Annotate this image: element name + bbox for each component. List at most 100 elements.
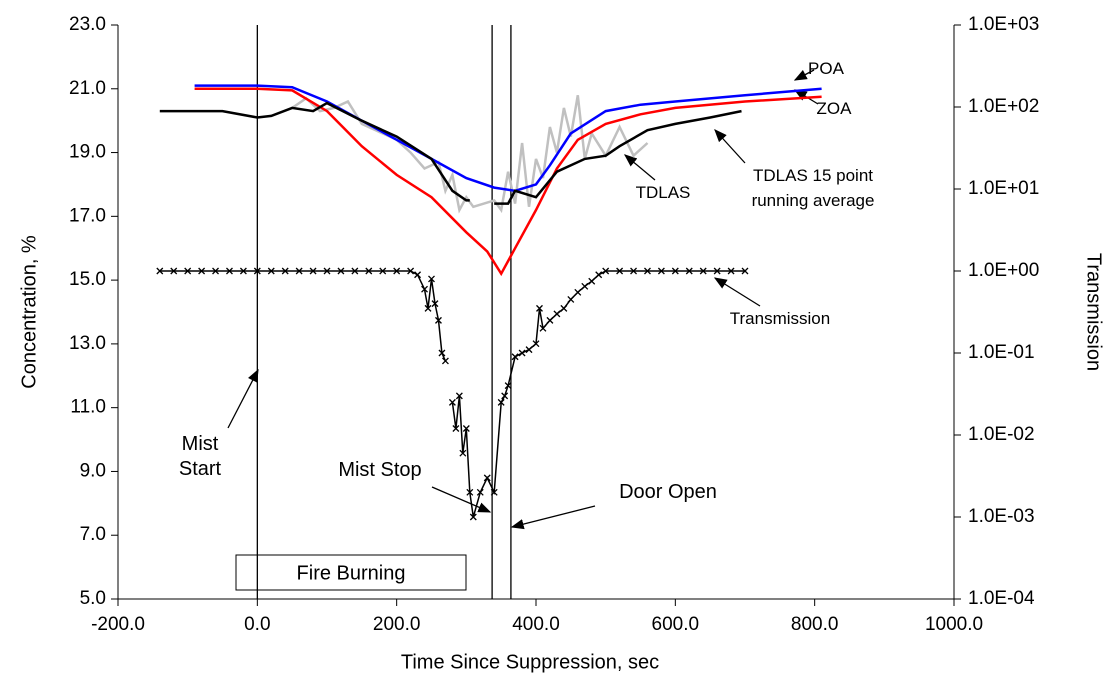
point-marker: [671, 267, 679, 275]
point-marker: [452, 425, 460, 432]
legend-label: TDLAS 15 point running average: [751, 166, 875, 210]
y-tick-label: 9.0: [80, 460, 106, 481]
point-marker: [156, 267, 164, 275]
point-marker: [518, 349, 526, 357]
point-marker: [644, 267, 651, 275]
y-tick-label: 13.0: [69, 333, 106, 354]
legend-label: TDLAS: [635, 183, 691, 202]
y2-tick-label: 1.0E-03: [968, 506, 1035, 527]
point-marker: [435, 316, 442, 324]
point-marker: [504, 382, 512, 390]
point-marker: [588, 277, 596, 285]
point-marker: [226, 267, 233, 275]
point-marker: [323, 267, 331, 275]
point-marker: [431, 300, 439, 308]
x-tick-label: 1000.0: [925, 614, 983, 635]
point-marker: [469, 513, 477, 521]
y-tick-label: 19.0: [69, 142, 106, 163]
point-marker: [281, 267, 289, 275]
event-label: Mist Start: [178, 433, 222, 480]
y-tick-label: 7.0: [80, 524, 106, 545]
y-tick-label: 11.0: [70, 397, 106, 418]
legend-label: ZOA: [816, 99, 852, 118]
fire-label: Fire Burning: [297, 562, 406, 584]
point-marker: [466, 488, 474, 496]
series-line: [494, 109, 742, 205]
point-marker: [428, 275, 435, 283]
point-marker: [407, 267, 415, 275]
point-marker: [685, 267, 693, 275]
point-marker: [560, 304, 568, 312]
point-marker: [212, 267, 219, 275]
point-marker: [441, 357, 449, 365]
y-tick-label: 17.0: [69, 205, 106, 226]
point-marker: [546, 316, 554, 324]
point-marker: [421, 285, 428, 293]
point-marker: [539, 324, 547, 332]
y2-tick-label: 1.0E-02: [968, 424, 1035, 445]
x-tick-label: 400.0: [512, 614, 560, 635]
point-marker: [438, 349, 446, 357]
point-marker: [525, 346, 533, 354]
x-tick-label: 200.0: [373, 614, 421, 635]
point-marker: [483, 474, 491, 482]
point-marker: [379, 267, 387, 275]
y2-tick-label: 1.0E-04: [968, 588, 1035, 609]
point-marker: [595, 271, 603, 279]
y2-tick-label: 1.0E-01: [968, 342, 1035, 363]
point-marker: [511, 353, 519, 361]
point-marker: [657, 267, 665, 275]
legend-label: POA: [808, 59, 844, 78]
point-marker: [497, 398, 505, 406]
point-marker: [459, 449, 467, 457]
point-marker: [616, 267, 624, 275]
series-line: [194, 87, 822, 277]
point-marker: [713, 267, 721, 275]
y-tick-label: 21.0: [69, 78, 106, 99]
point-marker: [727, 267, 735, 275]
event-label: Door Open: [619, 481, 717, 503]
point-marker: [501, 392, 509, 400]
point-marker: [532, 340, 540, 348]
point-marker: [476, 488, 484, 496]
point-marker: [198, 267, 206, 275]
point-marker: [490, 488, 498, 496]
point-marker: [536, 304, 543, 312]
fire-box: [235, 554, 467, 591]
point-marker: [170, 267, 178, 275]
point-marker: [574, 288, 582, 296]
point-marker: [365, 267, 373, 275]
point-marker: [351, 267, 359, 275]
y2-tick-label: 1.0E+00: [968, 260, 1039, 281]
point-marker: [455, 392, 463, 400]
event-label: Mist Stop: [338, 459, 422, 481]
series-line: [451, 270, 745, 518]
y2-tick-label: 1.0E+01: [968, 178, 1039, 199]
point-marker: [448, 398, 456, 406]
point-marker: [393, 267, 401, 275]
y-tick-label: 5.0: [80, 588, 106, 609]
point-marker: [630, 267, 637, 275]
legend-label: Transmission: [729, 309, 831, 328]
point-marker: [741, 267, 749, 275]
y2-tick-label: 1.0E+02: [968, 96, 1039, 117]
y-tick-label: 23.0: [69, 14, 106, 35]
point-marker: [253, 267, 261, 275]
y2-tick-label: 1.0E+03: [968, 14, 1039, 35]
y-tick-label: 15.0: [69, 269, 106, 290]
x-tick-label: 0.0: [244, 614, 270, 635]
point-marker: [414, 271, 422, 279]
y-axis-title: Concentration, %: [18, 235, 40, 389]
point-marker: [553, 310, 561, 318]
point-marker: [602, 267, 610, 275]
point-marker: [337, 267, 345, 275]
point-marker: [309, 267, 317, 275]
series-line: [291, 94, 649, 214]
point-marker: [267, 267, 275, 275]
point-marker: [567, 295, 575, 303]
point-marker: [581, 282, 589, 290]
x-tick-label: -200.0: [91, 614, 145, 635]
x-tick-label: 600.0: [652, 614, 700, 635]
